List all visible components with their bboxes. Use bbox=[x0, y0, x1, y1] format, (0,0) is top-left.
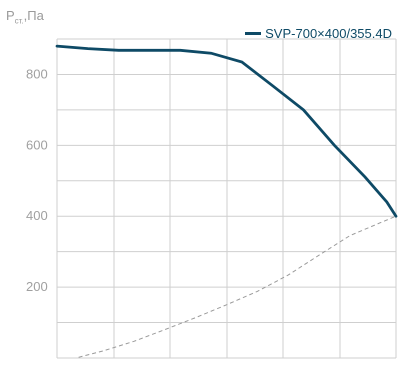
legend: SVP-700×400/355.4D bbox=[245, 26, 392, 41]
y-tick-label: 400 bbox=[26, 208, 48, 223]
y-tick-label: 800 bbox=[26, 66, 48, 81]
y-tick-label: 600 bbox=[26, 137, 48, 152]
system-curve-line bbox=[78, 215, 397, 358]
y-tick-label: 200 bbox=[26, 279, 48, 294]
legend-swatch bbox=[245, 32, 262, 35]
series-line bbox=[55, 44, 398, 218]
y-axis-label: Pст.,Па bbox=[6, 8, 44, 26]
legend-label: SVP-700×400/355.4D bbox=[265, 26, 392, 41]
